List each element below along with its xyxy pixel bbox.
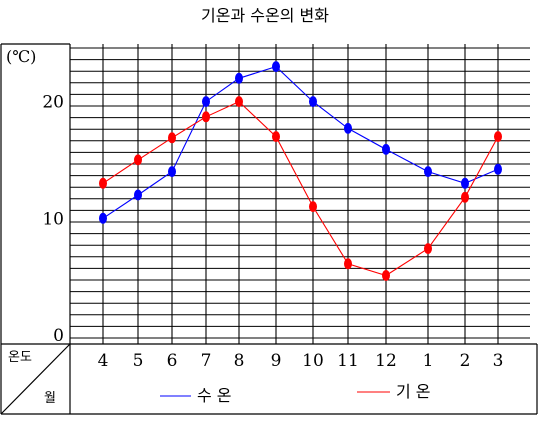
series-0-point-11 — [494, 163, 502, 175]
y-tick-labels: 0 10 20 — [42, 93, 64, 346]
corner-diagonal — [0, 343, 71, 415]
series-0-point-7 — [344, 122, 352, 134]
x-tick-label-11: 3 — [493, 351, 504, 371]
series-1-point-7 — [344, 258, 352, 270]
legend-label-water: 수 온 — [197, 386, 232, 405]
series-1-point-9 — [424, 243, 432, 255]
legend: 수 온 기 온 — [160, 382, 431, 405]
y-tick-label-2: 20 — [42, 93, 64, 113]
series-1-point-2 — [168, 132, 176, 144]
corner-label-month: 월 — [44, 391, 56, 406]
series-0-point-4 — [235, 72, 243, 84]
series-0-point-3 — [202, 96, 210, 108]
x-tick-label-7: 11 — [337, 351, 359, 371]
series-points — [99, 61, 502, 281]
x-tick-label-3: 7 — [201, 351, 212, 371]
x-tick-label-4: 8 — [234, 351, 245, 371]
series-0-point-8 — [382, 143, 390, 155]
series-1-point-8 — [382, 270, 390, 281]
x-tick-label-8: 12 — [375, 351, 397, 371]
y-axis-unit: (℃) — [6, 47, 36, 66]
series-1-point-4 — [235, 96, 243, 108]
series-1-point-10 — [461, 191, 469, 203]
series-0-point-9 — [424, 166, 432, 178]
legend-label-air: 기 온 — [396, 382, 431, 401]
series-0-point-0 — [99, 212, 107, 224]
series-1-point-5 — [272, 131, 280, 143]
corner-label-temperature: 온도 — [8, 350, 32, 365]
y-tick-label-0: 0 — [53, 326, 64, 346]
series-1-point-3 — [202, 111, 210, 123]
series-1-point-11 — [494, 131, 502, 143]
series-lines — [102, 65, 499, 277]
series-1-point-0 — [99, 177, 107, 189]
x-tick-label-5: 9 — [271, 351, 282, 371]
x-tick-label-0: 4 — [98, 351, 109, 371]
x-tick-label-1: 5 — [133, 351, 144, 371]
chart-frame — [0, 43, 538, 415]
series-0-point-5 — [272, 61, 280, 73]
series-line-0 — [102, 65, 499, 219]
series-line-1 — [102, 100, 499, 277]
series-1-point-1 — [134, 154, 142, 166]
chart-title: 기온과 수온의 변화 — [201, 6, 329, 25]
grid — [70, 44, 530, 344]
series-1-point-6 — [309, 201, 317, 213]
x-tick-label-10: 2 — [460, 351, 471, 371]
x-tick-label-6: 10 — [302, 351, 324, 371]
x-tick-label-9: 1 — [423, 351, 434, 371]
series-0-point-2 — [168, 166, 176, 178]
x-tick-label-2: 6 — [167, 351, 178, 371]
y-tick-label-1: 10 — [42, 209, 64, 229]
series-0-point-6 — [309, 96, 317, 108]
series-0-point-10 — [461, 177, 469, 189]
series-0-point-1 — [134, 189, 142, 201]
x-tick-labels: 4 5 6 7 8 9 10 11 12 1 2 3 — [98, 351, 504, 371]
